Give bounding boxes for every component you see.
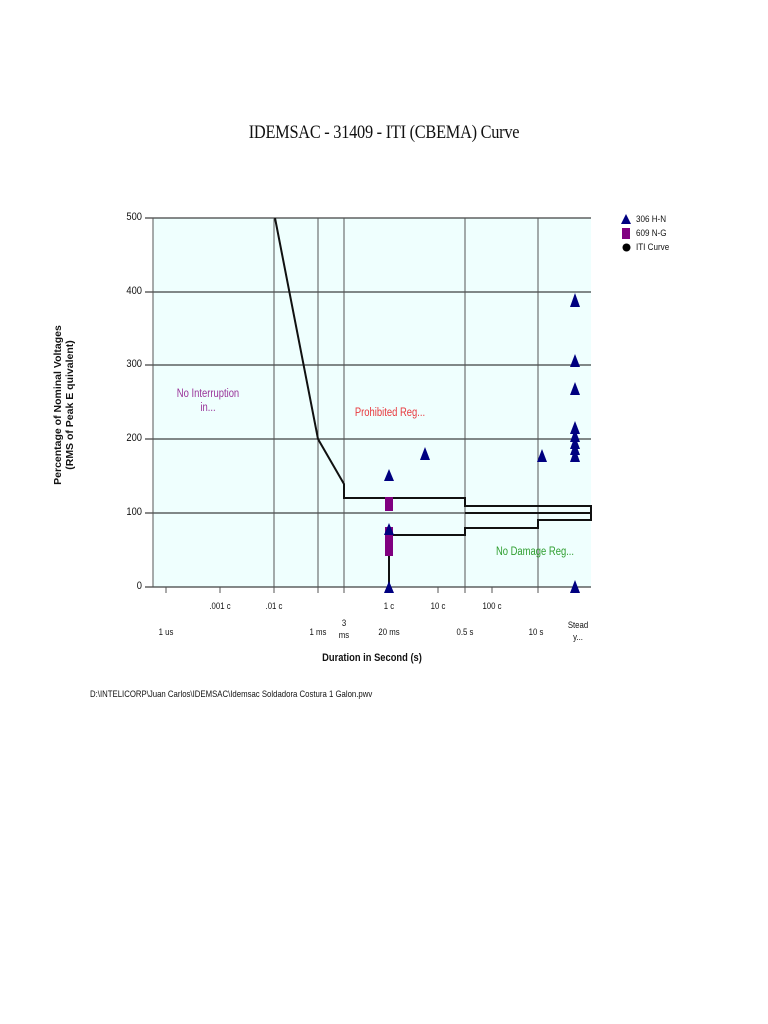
x-tick-10s: 10 s — [528, 627, 544, 638]
x-tick-3ms: 3 ms — [328, 618, 361, 642]
legend-item-306-hn: 306 H-N — [620, 212, 675, 226]
y-axis-label-line1: Percentage of Nominal Voltages — [52, 325, 64, 485]
y-axis-label-line2: (RMS of Peak E quivalent) — [64, 340, 76, 470]
legend-item-iti-curve: ITI Curve — [620, 240, 675, 254]
y-axis-label: Percentage of Nominal Voltages (RMS of P… — [52, 285, 76, 525]
x-tick-3ms-line2: ms — [338, 630, 350, 641]
series-609-ng — [385, 497, 393, 556]
x-tick-steady-line2: y... — [573, 632, 583, 643]
x-tick-1c: 1 c — [383, 601, 395, 612]
plot-area — [153, 218, 591, 587]
x-axis-label: Duration in Second (s) — [322, 652, 422, 664]
region-no-interruption-line2: in... — [200, 402, 216, 414]
square-icon — [620, 227, 632, 239]
x-tick-steady: Stead y... — [562, 620, 595, 644]
y-tick-400: 400 — [126, 285, 142, 297]
y-tick-0: 0 — [136, 580, 142, 592]
x-tick-100c: 100 c — [482, 601, 502, 612]
x-tick-05s: 0.5 s — [456, 627, 474, 638]
triangle-icon — [620, 213, 632, 225]
file-path: D:\INTELICORP\Juan Carlos\IDEMSAC\Idemsa… — [90, 689, 373, 700]
region-no-interruption-line1: No Interruption — [176, 388, 240, 400]
circle-icon — [620, 241, 632, 253]
legend-label: 609 N-G — [636, 227, 667, 239]
region-no-damage: No Damage Reg... — [495, 546, 575, 558]
legend-item-609-ng: 609 N-G — [620, 226, 675, 240]
horizontal-gridlines — [145, 217, 591, 588]
x-tick-marks — [165, 587, 539, 593]
x-tick-10c: 10 c — [430, 601, 446, 612]
x-tick-01c: .01 c — [265, 601, 283, 612]
series-306-hn — [384, 293, 580, 593]
chart-legend: 306 H-N 609 N-G ITI Curve — [620, 212, 675, 254]
y-tick-500: 500 — [126, 211, 142, 223]
x-tick-1ms: 1 ms — [309, 627, 327, 638]
region-no-interruption: No Interruption in... — [167, 387, 249, 415]
x-tick-001c: .001 c — [209, 601, 231, 612]
region-prohibited: Prohibited Reg... — [354, 407, 426, 419]
y-tick-100: 100 — [126, 506, 142, 518]
x-tick-3ms-line1: 3 — [341, 618, 347, 629]
chart-title: IDEMSAC - 31409 - ITI (CBEMA) Curve — [248, 122, 520, 143]
x-tick-steady-line1: Stead — [567, 620, 589, 631]
y-tick-300: 300 — [126, 358, 142, 370]
legend-label: 306 H-N — [636, 213, 667, 225]
x-tick-1us: 1 us — [158, 627, 174, 638]
x-tick-20ms: 20 ms — [378, 627, 400, 638]
legend-label: ITI Curve — [636, 241, 670, 253]
y-tick-200: 200 — [126, 432, 142, 444]
iti-curve — [274, 217, 592, 587]
